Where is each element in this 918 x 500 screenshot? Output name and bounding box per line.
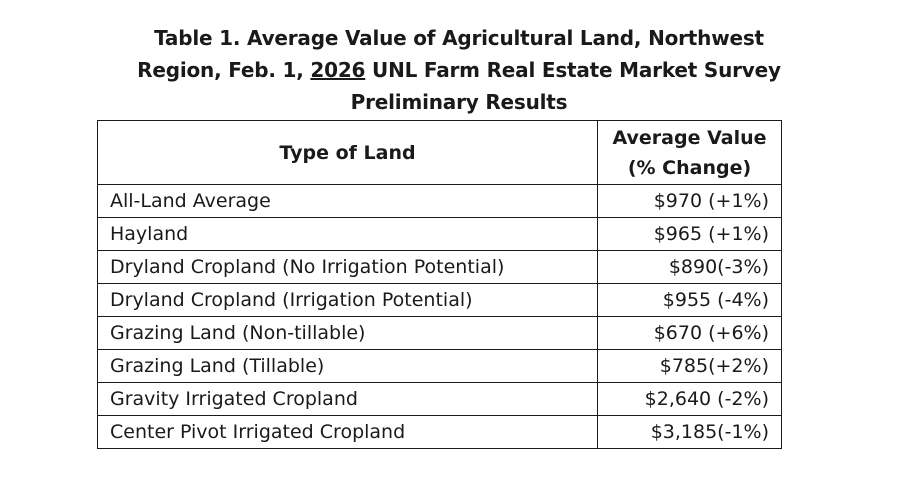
table-row: Dryland Cropland (Irrigation Potential) …: [97, 283, 782, 317]
table-row: Gravity Irrigated Cropland $2,640 (-2%): [97, 382, 782, 416]
header-average-value-line2: (% Change): [627, 156, 752, 179]
row-type-cell: Grazing Land (Non-tillable): [97, 316, 598, 350]
row-value-cell: $955 (-4%): [597, 283, 782, 317]
row-value-cell: $890(-3%): [597, 250, 782, 284]
row-value-cell: $3,185(-1%): [597, 415, 782, 449]
table-row: Center Pivot Irrigated Cropland $3,185(-…: [97, 415, 782, 449]
table-row: Dryland Cropland (No Irrigation Potentia…: [97, 250, 782, 284]
row-type-cell: All-Land Average: [97, 184, 598, 218]
table-row: Grazing Land (Tillable) $785(+2%): [97, 349, 782, 383]
title-line-3: Preliminary Results: [350, 90, 568, 114]
title-line-1: Table 1. Average Value of Agricultural L…: [154, 26, 764, 50]
row-type-cell: Grazing Land (Tillable): [97, 349, 598, 383]
row-type-cell: Center Pivot Irrigated Cropland: [97, 415, 598, 449]
header-average-value: Average Value (% Change): [597, 120, 782, 185]
table-row: Grazing Land (Non-tillable) $670 (+6%): [97, 316, 782, 350]
row-type-cell: Dryland Cropland (No Irrigation Potentia…: [97, 250, 598, 284]
land-value-table: Type of Land Average Value (% Change) Al…: [97, 120, 782, 449]
title-line-2-start: Region, Feb. 1,: [137, 58, 311, 82]
row-type-cell: Dryland Cropland (Irrigation Potential): [97, 283, 598, 317]
table-row: Hayland $965 (+1%): [97, 217, 782, 251]
title-line-2: Region, Feb. 1, 2026 UNL Farm Real Estat…: [0, 54, 918, 86]
row-value-cell: $970 (+1%): [597, 184, 782, 218]
title-line-2-end: UNL Farm Real Estate Market Survey: [365, 58, 781, 82]
table-title: Table 1. Average Value of Agricultural L…: [0, 22, 918, 118]
header-average-value-line1: Average Value: [612, 126, 767, 149]
row-value-cell: $965 (+1%): [597, 217, 782, 251]
header-type-of-land: Type of Land: [97, 120, 598, 185]
row-value-cell: $785(+2%): [597, 349, 782, 383]
row-type-cell: Hayland: [97, 217, 598, 251]
row-value-cell: $670 (+6%): [597, 316, 782, 350]
table-row: All-Land Average $970 (+1%): [97, 184, 782, 218]
header-row: Type of Land Average Value (% Change): [97, 120, 782, 185]
row-value-cell: $2,640 (-2%): [597, 382, 782, 416]
row-type-cell: Gravity Irrigated Cropland: [97, 382, 598, 416]
title-year: 2026: [310, 58, 366, 82]
